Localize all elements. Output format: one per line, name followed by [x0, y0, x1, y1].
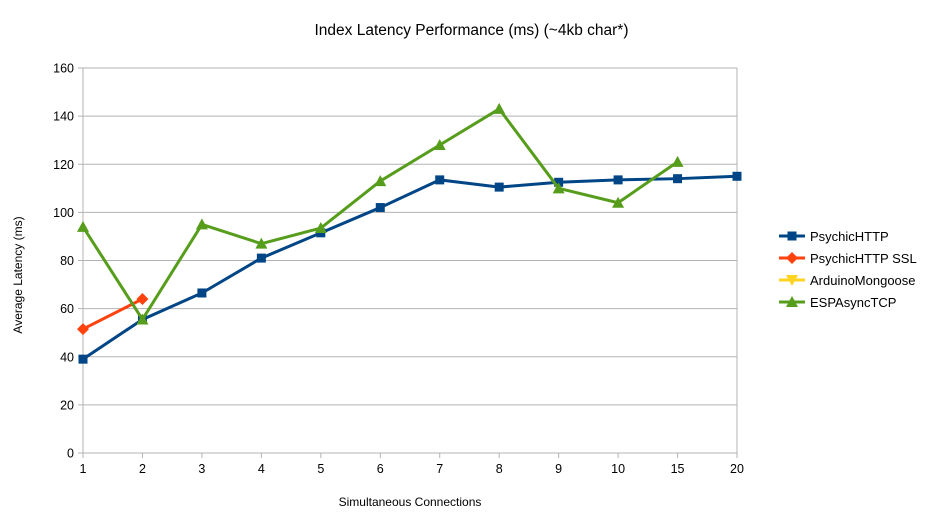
- x-tick-label: 2: [139, 462, 146, 476]
- legend-item-espasynctcp: ESPAsyncTCP: [778, 291, 917, 313]
- data-point: [197, 288, 207, 298]
- data-point: [375, 203, 385, 213]
- x-tick-label: 15: [671, 462, 685, 476]
- series-line: [81, 107, 680, 321]
- data-point: [256, 253, 266, 263]
- data-point: [435, 175, 445, 185]
- legend-label: ESPAsyncTCP: [810, 294, 897, 310]
- x-tick-label: 1: [80, 462, 87, 476]
- y-tick-label: 80: [60, 254, 74, 268]
- x-tick-label: 7: [436, 462, 443, 476]
- x-tick-label: 5: [317, 462, 324, 476]
- y-tick-label: 20: [60, 398, 74, 412]
- legend-marker: [787, 231, 797, 241]
- data-point: [671, 155, 684, 167]
- x-tick-label: 20: [730, 462, 744, 476]
- series-psychichttp: [78, 171, 742, 364]
- data-point: [494, 182, 504, 192]
- x-tick-label: 3: [198, 462, 205, 476]
- series-line: [81, 174, 739, 361]
- legend-key-triangle-down-icon: [779, 275, 805, 286]
- legend-item-arduinomongoose: ArduinoMongoose: [778, 269, 917, 291]
- legend: PsychicHTTP PsychicHTTP SSL ArduinoMongoos…: [778, 225, 917, 313]
- data-point: [195, 218, 208, 230]
- data-point: [673, 174, 683, 184]
- data-point: [374, 175, 387, 187]
- y-tick-label: 0: [67, 447, 74, 461]
- data-point: [314, 222, 327, 234]
- data-point: [552, 182, 565, 194]
- data-point: [732, 171, 742, 181]
- data-point: [77, 323, 89, 336]
- legend-marker: [786, 296, 798, 307]
- data-point: [136, 313, 149, 325]
- legend-marker: [786, 275, 798, 286]
- y-tick-label: 40: [60, 350, 74, 364]
- data-point: [554, 177, 564, 187]
- legend-key-diamond-icon: [779, 252, 805, 264]
- data-point: [255, 237, 268, 249]
- legend-label: PsychicHTTP SSL: [810, 250, 917, 266]
- legend-item-psychichttp: PsychicHTTP: [778, 225, 917, 247]
- y-tick-label: 100: [53, 206, 74, 220]
- legend-key-square-icon: [779, 231, 805, 241]
- x-tick-label: 4: [258, 462, 265, 476]
- x-tick-label: 9: [555, 462, 562, 476]
- data-point: [77, 220, 89, 232]
- x-tick-label: 10: [611, 462, 625, 476]
- data-point: [613, 175, 623, 185]
- series-espasynctcp: [77, 102, 684, 325]
- x-tick-label: 8: [496, 462, 503, 476]
- data-point: [493, 102, 506, 114]
- x-axis-title: Simultaneous Connections: [338, 495, 482, 509]
- data-point: [78, 354, 88, 364]
- legend-item-psychichttp-ssl: PsychicHTTP SSL: [778, 247, 917, 269]
- legend-label: ArduinoMongoose: [810, 272, 916, 288]
- y-tick-label: 160: [53, 62, 74, 76]
- y-tick-label: 120: [53, 158, 74, 172]
- data-point: [612, 196, 625, 208]
- y-tick-label: 140: [53, 110, 74, 124]
- data-point: [433, 139, 446, 150]
- chart-title: Index Latency Performance (ms) (~4kb cha…: [314, 22, 629, 39]
- legend-label: PsychicHTTP: [810, 228, 889, 244]
- data-point: [136, 293, 149, 305]
- legend-marker: [786, 252, 798, 264]
- y-axis-title: Average Latency (ms): [11, 216, 25, 334]
- y-tick-label: 60: [60, 302, 74, 316]
- x-tick-label: 6: [377, 462, 384, 476]
- legend-key-triangle-up-icon: [779, 296, 805, 307]
